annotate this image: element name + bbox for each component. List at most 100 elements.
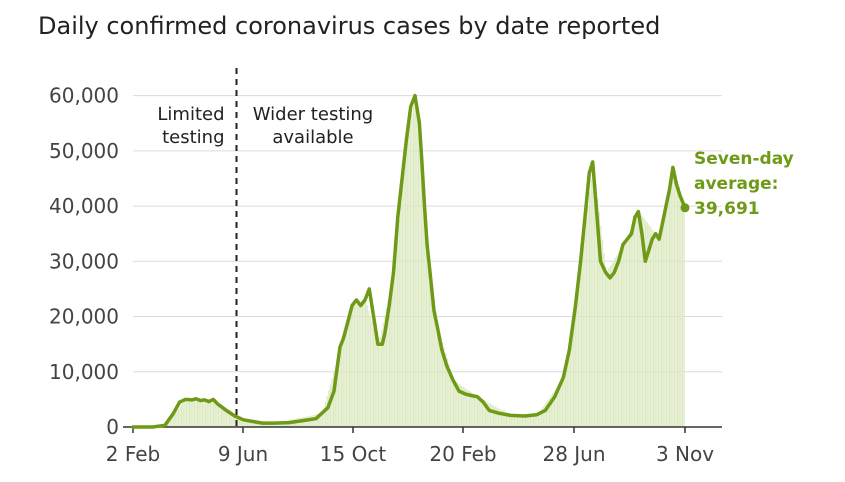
daily-bar [219, 403, 221, 427]
daily-bar [480, 398, 482, 427]
daily-bar [345, 327, 348, 427]
daily-bar [413, 106, 415, 428]
daily-bar [521, 415, 524, 427]
daily-bar [435, 311, 437, 427]
daily-bar [333, 372, 335, 427]
daily-bar [477, 396, 479, 427]
daily-bar [253, 420, 255, 427]
daily-bar [181, 405, 183, 427]
daily-bar [385, 307, 388, 427]
daily-bar [424, 198, 426, 427]
daily-bar [494, 406, 496, 427]
daily-bar [441, 342, 444, 427]
daily-bar [331, 378, 333, 427]
daily-bar [633, 221, 636, 427]
daily-bar [526, 415, 528, 427]
daily-bar [517, 415, 519, 427]
x-tick-label: 28 Jun [542, 442, 605, 466]
daily-bar [617, 252, 620, 427]
daily-bar [669, 187, 671, 427]
daily-bar [390, 285, 392, 427]
daily-bar [453, 380, 455, 427]
daily-bar [240, 417, 242, 427]
daily-bar [638, 211, 640, 427]
daily-bar [667, 196, 669, 427]
daily-bar [427, 247, 429, 427]
daily-bar [478, 397, 480, 427]
daily-bar [358, 302, 360, 427]
axes: 2 Feb 9 Jun 15 Oct 20 Feb 28 Jun 3 Nov [106, 426, 722, 466]
daily-bar [545, 401, 548, 427]
daily-bar [193, 399, 196, 427]
daily-bar [366, 305, 368, 427]
y-tick-label: 30,000 [49, 249, 119, 273]
daily-bar [513, 415, 516, 427]
daily-bar [630, 228, 632, 427]
daily-bar [646, 222, 648, 427]
daily-bar [384, 315, 386, 427]
daily-bar [547, 399, 549, 427]
daily-bar [464, 387, 466, 427]
daily-bar [272, 422, 274, 427]
daily-bar [574, 301, 576, 427]
daily-bar [622, 245, 624, 427]
daily-bar [309, 415, 311, 427]
x-tick-label: 3 Nov [656, 442, 714, 466]
daily-bar [437, 323, 439, 427]
daily-bar [395, 252, 397, 427]
daily-bar [400, 203, 402, 427]
daily-bar [312, 415, 314, 427]
daily-bar [344, 332, 346, 427]
daily-bar [625, 238, 628, 427]
daily-bar [557, 386, 559, 427]
daily-bar [488, 402, 490, 427]
daily-bar [374, 332, 376, 427]
daily-bar [616, 255, 618, 427]
end-label-line: Seven-day [694, 149, 794, 169]
daily-bar [675, 175, 677, 427]
daily-bar [446, 358, 448, 427]
daily-bar [421, 152, 423, 428]
daily-bar [379, 337, 381, 427]
daily-bar [443, 347, 445, 427]
daily-bar [225, 407, 228, 427]
daily-bar [195, 399, 197, 427]
daily-bar [177, 409, 180, 427]
daily-bar [233, 413, 236, 427]
daily-bar [317, 414, 319, 427]
daily-bar [315, 414, 317, 427]
daily-bar [523, 415, 525, 427]
daily-bar [243, 419, 245, 427]
daily-bar [531, 414, 533, 427]
daily-bar [187, 399, 189, 427]
daily-bar [493, 405, 495, 427]
daily-bar [277, 422, 279, 427]
daily-bar [179, 407, 181, 427]
daily-bar [470, 392, 472, 427]
daily-bar [672, 171, 674, 427]
daily-bar [632, 224, 634, 427]
daily-bar [217, 402, 220, 427]
daily-bar [249, 420, 252, 427]
daily-bar [600, 225, 602, 427]
daily-bar [275, 422, 277, 427]
daily-bar [475, 395, 477, 427]
daily-bar [448, 363, 450, 427]
daily-bar [381, 330, 383, 427]
daily-bar [320, 413, 322, 427]
daily-bar [321, 413, 324, 427]
daily-bar [365, 299, 367, 427]
daily-bar [429, 259, 431, 427]
daily-bar [256, 421, 258, 427]
daily-bar [619, 250, 621, 427]
daily-bar [353, 304, 356, 427]
daily-bar [597, 198, 599, 427]
daily-bar [337, 354, 340, 427]
daily-bar [577, 280, 580, 427]
daily-bar [393, 269, 396, 427]
daily-bar [587, 205, 589, 427]
daily-bar [273, 423, 276, 427]
daily-bar [445, 353, 447, 427]
daily-bar [593, 171, 596, 427]
x-tick-label: 20 Feb [429, 442, 496, 466]
